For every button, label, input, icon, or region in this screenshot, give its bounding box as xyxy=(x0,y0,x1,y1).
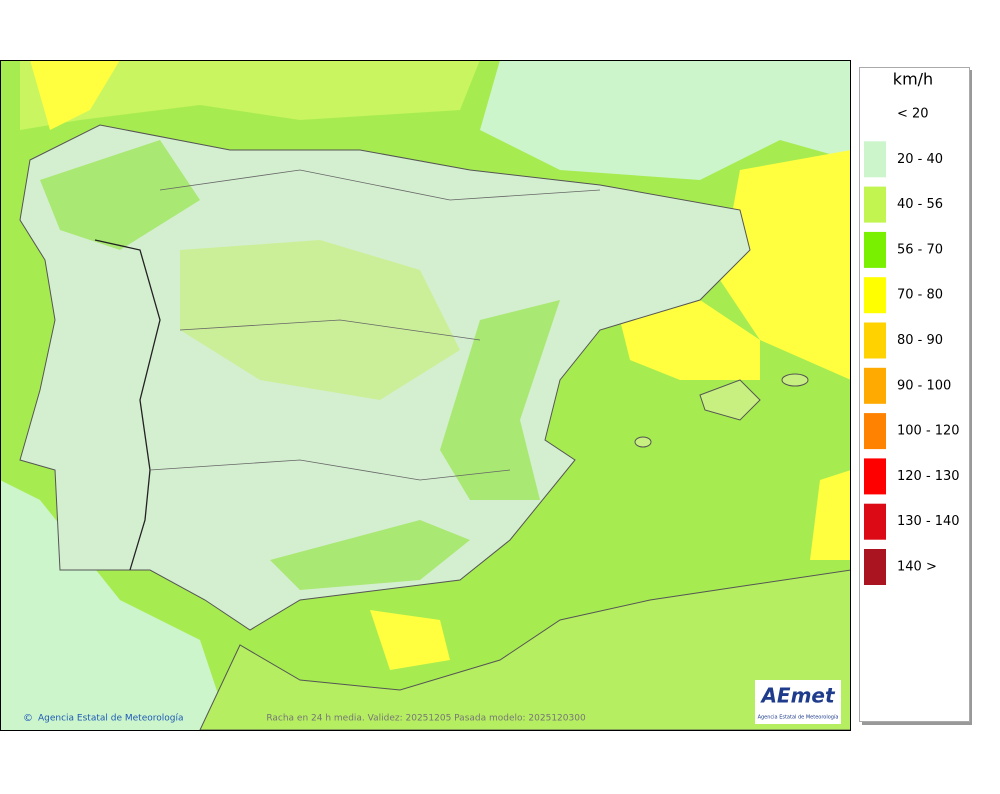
legend-items: < 20 20 - 40 40 - 56 56 - 70 70 - 80 80 - 90 9… xyxy=(864,96,960,585)
legend-swatch xyxy=(864,96,886,132)
logo-box xyxy=(755,680,841,724)
legend-label: 70 - 80 xyxy=(897,288,943,303)
caption: Racha en 24 h media. Validez: 20251205 P… xyxy=(266,714,586,724)
legend-label: 56 - 70 xyxy=(897,242,943,257)
legend-title: km/h xyxy=(893,70,933,89)
legend-swatch xyxy=(864,503,886,540)
legend-label: < 20 xyxy=(897,107,929,122)
map-frame xyxy=(0,60,851,731)
credit: Agencia Estatal de Meteorología xyxy=(38,714,184,724)
legend-swatch xyxy=(864,458,886,495)
legend-label: 140 > xyxy=(897,560,937,575)
logo-subtitle: Agencia Estatal de Meteorología xyxy=(758,714,839,721)
legend-label: 40 - 56 xyxy=(897,197,943,212)
legend-swatch xyxy=(864,413,886,450)
legend-swatch xyxy=(864,549,886,585)
legend-swatch xyxy=(864,367,886,404)
legend-swatch xyxy=(864,322,886,359)
legend-label: 100 - 120 xyxy=(897,424,960,439)
legend-swatch xyxy=(864,277,886,314)
map xyxy=(1,60,851,730)
legend-label: 120 - 130 xyxy=(897,469,960,484)
legend-label: 90 - 100 xyxy=(897,378,951,393)
legend-label: 80 - 90 xyxy=(897,333,943,348)
legend-swatch xyxy=(864,231,886,268)
legend-swatch xyxy=(864,141,886,178)
logo: AEmet xyxy=(759,684,836,708)
copyright-symbol: © xyxy=(23,713,33,724)
legend-label: 20 - 40 xyxy=(897,152,943,167)
legend-label: 130 - 140 xyxy=(897,514,960,529)
legend-swatch xyxy=(864,186,886,223)
